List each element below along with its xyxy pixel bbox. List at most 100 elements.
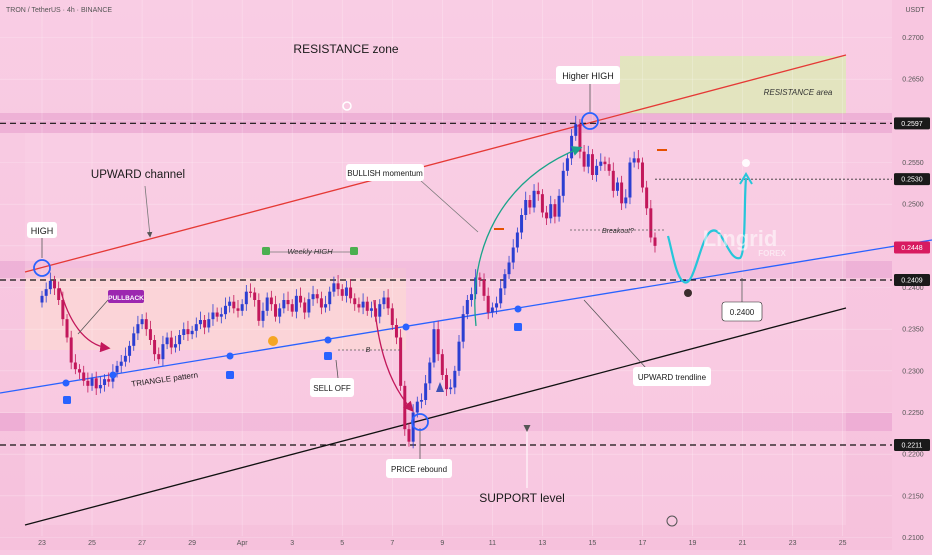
candle-body-110 bbox=[499, 288, 503, 304]
y-tick-label-3: 0.2250 bbox=[902, 410, 924, 417]
candle-body-117 bbox=[528, 200, 532, 208]
candle-body-39 bbox=[203, 320, 207, 328]
candle-body-44 bbox=[223, 305, 227, 315]
candle-body-82 bbox=[382, 297, 386, 305]
x-tick-label-15: 23 bbox=[789, 540, 797, 547]
candle-body-96 bbox=[440, 354, 444, 375]
x-tick-label-11: 15 bbox=[589, 540, 597, 547]
candle-body-54 bbox=[265, 297, 269, 311]
candle-body-46 bbox=[232, 301, 236, 309]
high-box bbox=[27, 222, 57, 238]
candle-body-2 bbox=[48, 280, 52, 290]
candle-body-58 bbox=[282, 300, 286, 309]
candle-body-4 bbox=[57, 288, 61, 300]
candle-body-22 bbox=[132, 333, 136, 346]
price-rebound-box bbox=[386, 459, 452, 478]
candle-body-97 bbox=[444, 375, 448, 390]
candle-body-5 bbox=[61, 300, 65, 320]
candle-body-86 bbox=[399, 337, 403, 386]
candle-body-63 bbox=[303, 302, 307, 313]
candle-body-9 bbox=[78, 369, 82, 373]
level-tag-bg-2 bbox=[894, 241, 930, 254]
candle-body-136 bbox=[607, 164, 611, 171]
candle-body-21 bbox=[128, 345, 132, 356]
candle-body-68 bbox=[324, 304, 328, 308]
candle-body-145 bbox=[645, 187, 649, 209]
candle-body-47 bbox=[236, 308, 240, 311]
candlesticks bbox=[40, 115, 657, 449]
projection-arrow-head bbox=[739, 172, 753, 185]
candle-body-64 bbox=[307, 299, 311, 313]
candle-body-49 bbox=[244, 291, 248, 305]
pullback-arrow bbox=[59, 287, 111, 353]
up-arrow-icon-1 bbox=[63, 396, 71, 404]
candle-body-20 bbox=[123, 355, 127, 362]
x-tick-label-2: 27 bbox=[138, 540, 146, 547]
price-levels bbox=[0, 122, 892, 446]
time-axis: 23 25 27 29 Apr 3 5 7 9 11 13 15 17 19 21 23 25 bbox=[38, 540, 847, 547]
candle-body-116 bbox=[524, 200, 528, 215]
level-tag-bg-0 bbox=[894, 117, 930, 130]
candle-body-73 bbox=[344, 287, 348, 296]
resistance-line bbox=[24, 54, 847, 273]
lightning-icon bbox=[666, 515, 678, 527]
up-arrow-icon-4 bbox=[514, 323, 522, 331]
trendline-touch-2 bbox=[109, 371, 117, 379]
level-tag-4: 0.2211 bbox=[902, 443, 923, 450]
candle-body-31 bbox=[169, 337, 173, 348]
candle-body-7 bbox=[69, 337, 73, 363]
candle-body-146 bbox=[649, 208, 653, 238]
trendline-touch-3 bbox=[226, 352, 234, 360]
sell-off-arrow bbox=[373, 299, 414, 412]
candle-body-60 bbox=[290, 304, 294, 312]
upward-trendline-label: UPWARD trendline bbox=[638, 373, 707, 382]
bullish-momentum-box bbox=[346, 164, 424, 181]
candle-body-130 bbox=[582, 151, 586, 167]
y-tick-label-12: 0.2700 bbox=[902, 35, 924, 42]
candle-body-101 bbox=[461, 314, 465, 342]
x-tick-label-4: Apr bbox=[237, 540, 249, 547]
y-tick-label-4: 0.2300 bbox=[902, 368, 924, 375]
candle-body-90 bbox=[415, 401, 419, 413]
candle-body-35 bbox=[186, 329, 190, 335]
y-tick-label-6: 0.2400 bbox=[902, 285, 924, 292]
candle-body-71 bbox=[336, 283, 340, 290]
target-price-box bbox=[721, 301, 763, 322]
bullish-pointer bbox=[419, 179, 479, 233]
eye-icon bbox=[684, 289, 692, 297]
y-tick-label-0: 0.2100 bbox=[902, 535, 924, 542]
candle-body-66 bbox=[315, 294, 319, 299]
high-label: HIGH bbox=[31, 226, 54, 236]
candle-body-28 bbox=[157, 354, 161, 360]
y-tick-label-1: 0.2150 bbox=[902, 493, 924, 500]
support-zone-band bbox=[0, 413, 892, 431]
pullback-label: PULLBACK bbox=[108, 295, 144, 302]
breakout-zone-band bbox=[0, 261, 892, 278]
candle-body-131 bbox=[586, 154, 590, 167]
candle-body-94 bbox=[432, 329, 436, 363]
candle-body-34 bbox=[182, 329, 186, 335]
candle-body-11 bbox=[86, 380, 90, 386]
candle-body-124 bbox=[557, 195, 561, 217]
x-tick-label-9: 11 bbox=[489, 540, 496, 547]
candle-body-83 bbox=[386, 297, 390, 309]
y-tick-label-2: 0.2200 bbox=[902, 452, 924, 459]
upward-trendline bbox=[0, 239, 932, 394]
zone-marker-icon bbox=[342, 101, 352, 111]
target-price-label: 0.2400 bbox=[730, 308, 755, 317]
candle-body-93 bbox=[428, 362, 432, 384]
resistance-area-label: RESISTANCE area bbox=[764, 88, 833, 97]
pullback-pointer bbox=[77, 299, 109, 335]
candle-body-19 bbox=[119, 361, 123, 366]
candle-body-10 bbox=[82, 372, 86, 381]
candle-body-26 bbox=[148, 329, 152, 340]
candle-body-51 bbox=[253, 292, 257, 300]
candle-body-72 bbox=[340, 289, 344, 296]
trendline-touch-6 bbox=[514, 305, 522, 313]
weekly-high-label: Weekly HIGH bbox=[287, 247, 333, 256]
resistance-zone-label: RESISTANCE zone bbox=[293, 42, 398, 56]
candle-body-16 bbox=[107, 379, 111, 382]
grid bbox=[0, 0, 892, 538]
candle-body-74 bbox=[349, 287, 353, 299]
